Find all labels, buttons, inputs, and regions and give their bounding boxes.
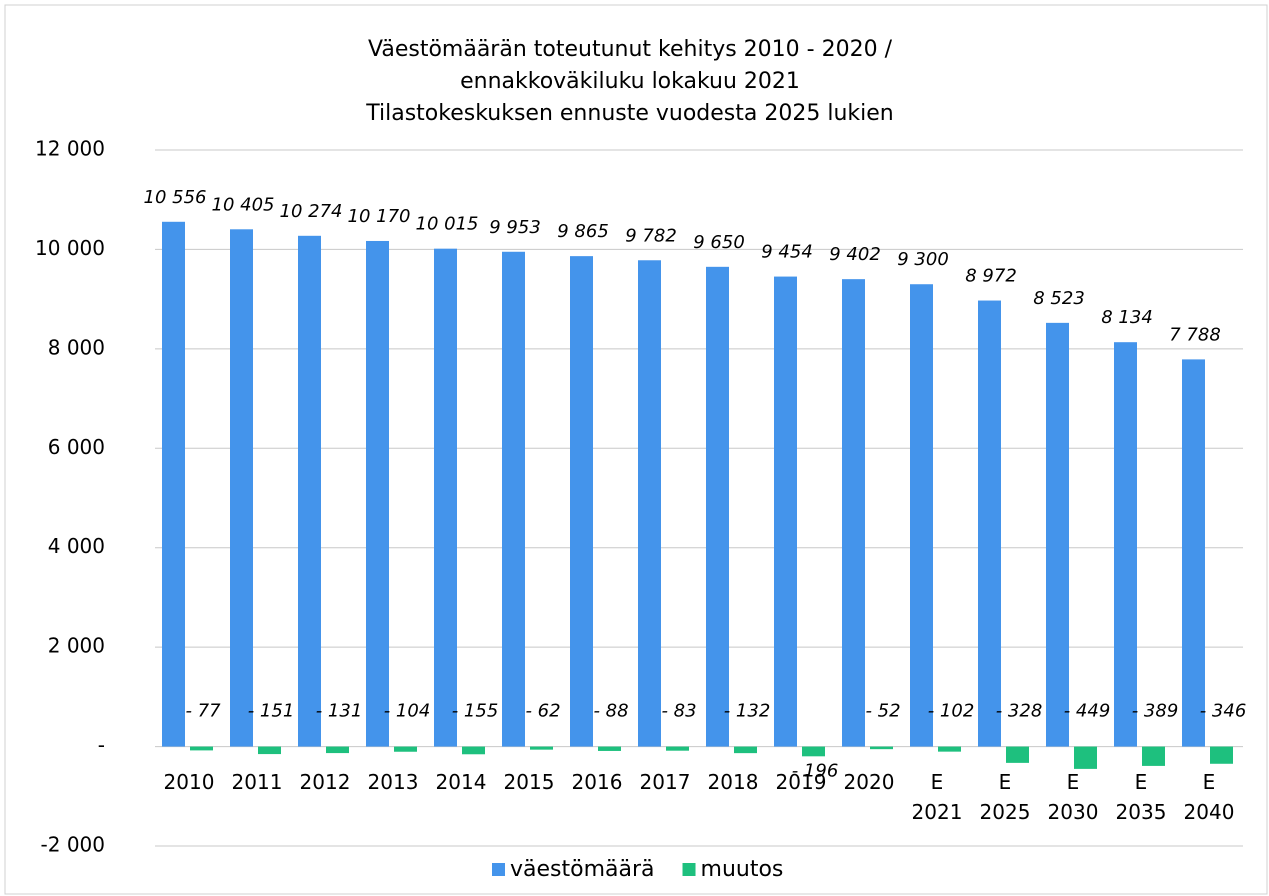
x-tick-label: 2011 [231,769,283,794]
chart-title: Väestömäärän toteutunut kehitys 2010 - 2… [368,37,893,62]
chart-title: ennakkoväkiluku lokakuu 2021 [460,69,800,94]
legend-label: muutos [701,857,784,882]
bar [1182,359,1205,747]
legend-swatch [492,863,505,876]
data-label: - 155 [452,701,499,722]
data-label: 7 788 [1169,324,1221,345]
y-tick-label: -2 000 [41,833,105,857]
x-tick-label: 2019 [775,769,827,794]
bar [734,746,757,754]
data-label: 8 523 [1033,288,1085,309]
data-label: 10 170 [348,206,411,227]
bar [298,235,321,747]
legend-label: väestömäärä [510,857,655,882]
data-label: - 131 [316,701,363,722]
data-label: 10 405 [212,194,275,215]
bar [938,746,961,752]
data-label: 10 015 [416,214,479,235]
x-tick-label: 2017 [639,769,691,794]
x-tick-label: 2020 [843,769,895,794]
data-label: 9 300 [897,249,949,270]
x-tick-label: E 2035 [1115,769,1167,824]
data-label: - 104 [384,701,431,722]
x-tick-label: E 2025 [979,769,1031,824]
data-label: - 151 [248,701,295,722]
y-tick-label: 4 000 [48,534,105,558]
bar [1142,746,1165,766]
bar [638,260,661,747]
x-tick-label: E 2040 [1183,769,1235,824]
x-tick-label: 2012 [299,769,351,794]
bar [502,251,525,747]
bar [366,240,389,747]
bar [230,229,253,747]
data-label: 9 782 [625,225,677,246]
bar [706,266,729,747]
data-label: - 83 [661,701,696,722]
bar [870,746,893,750]
x-tick-label: E 2030 [1047,769,1099,824]
bar [530,746,553,750]
bar [1046,322,1069,747]
y-tick-label: - [98,733,105,757]
data-label: - 389 [1132,701,1179,722]
data-label: 8 134 [1101,307,1153,328]
bar [598,746,621,751]
bar [910,284,933,747]
bar [842,279,865,747]
x-tick-label: 2018 [707,769,759,794]
bar [1210,746,1233,764]
bar [434,248,457,747]
data-label: - 346 [1200,701,1247,722]
bar [802,746,825,757]
y-tick-label: 2 000 [48,634,105,658]
data-label: - 62 [525,701,560,722]
data-label: 9 402 [829,244,881,265]
data-label: 9 953 [489,217,541,238]
x-tick-label: 2014 [435,769,487,794]
x-tick-label: 2015 [503,769,555,794]
data-label: - 328 [996,701,1043,722]
bar [1006,746,1029,763]
data-label: - 77 [185,701,221,722]
bar [570,256,593,747]
bar [462,746,485,755]
y-tick-label: 12 000 [35,137,105,161]
data-label: 10 556 [144,187,207,208]
data-label: - 449 [1064,701,1111,722]
bar [326,746,349,754]
bar [774,276,797,747]
x-tick-label: 2016 [571,769,623,794]
data-label: 8 972 [965,266,1017,287]
data-label: 9 865 [557,221,609,242]
y-tick-label: 6 000 [48,435,105,459]
x-tick-label: 2010 [163,769,215,794]
x-tick-label: E 2021 [911,769,963,824]
data-label: - 102 [928,701,975,722]
data-label: - 196 [792,761,839,782]
bar [162,221,185,747]
bar [1074,746,1097,769]
data-label: 9 454 [761,242,813,263]
bar [978,300,1001,747]
bar [190,746,213,751]
bar [1114,342,1137,747]
x-tick-label: 2013 [367,769,419,794]
chart-title: Tilastokeskuksen ennuste vuodesta 2025 l… [365,101,893,126]
data-label: - 52 [865,701,900,722]
bar [394,746,417,752]
data-label: 10 274 [280,201,343,222]
data-label: - 88 [593,701,628,722]
legend-swatch [682,863,696,876]
y-tick-label: 8 000 [48,335,105,359]
bar [258,746,281,755]
y-tick-label: 10 000 [35,236,105,260]
data-label: - 132 [724,701,771,722]
bar [666,746,689,751]
data-label: 9 650 [693,232,745,253]
